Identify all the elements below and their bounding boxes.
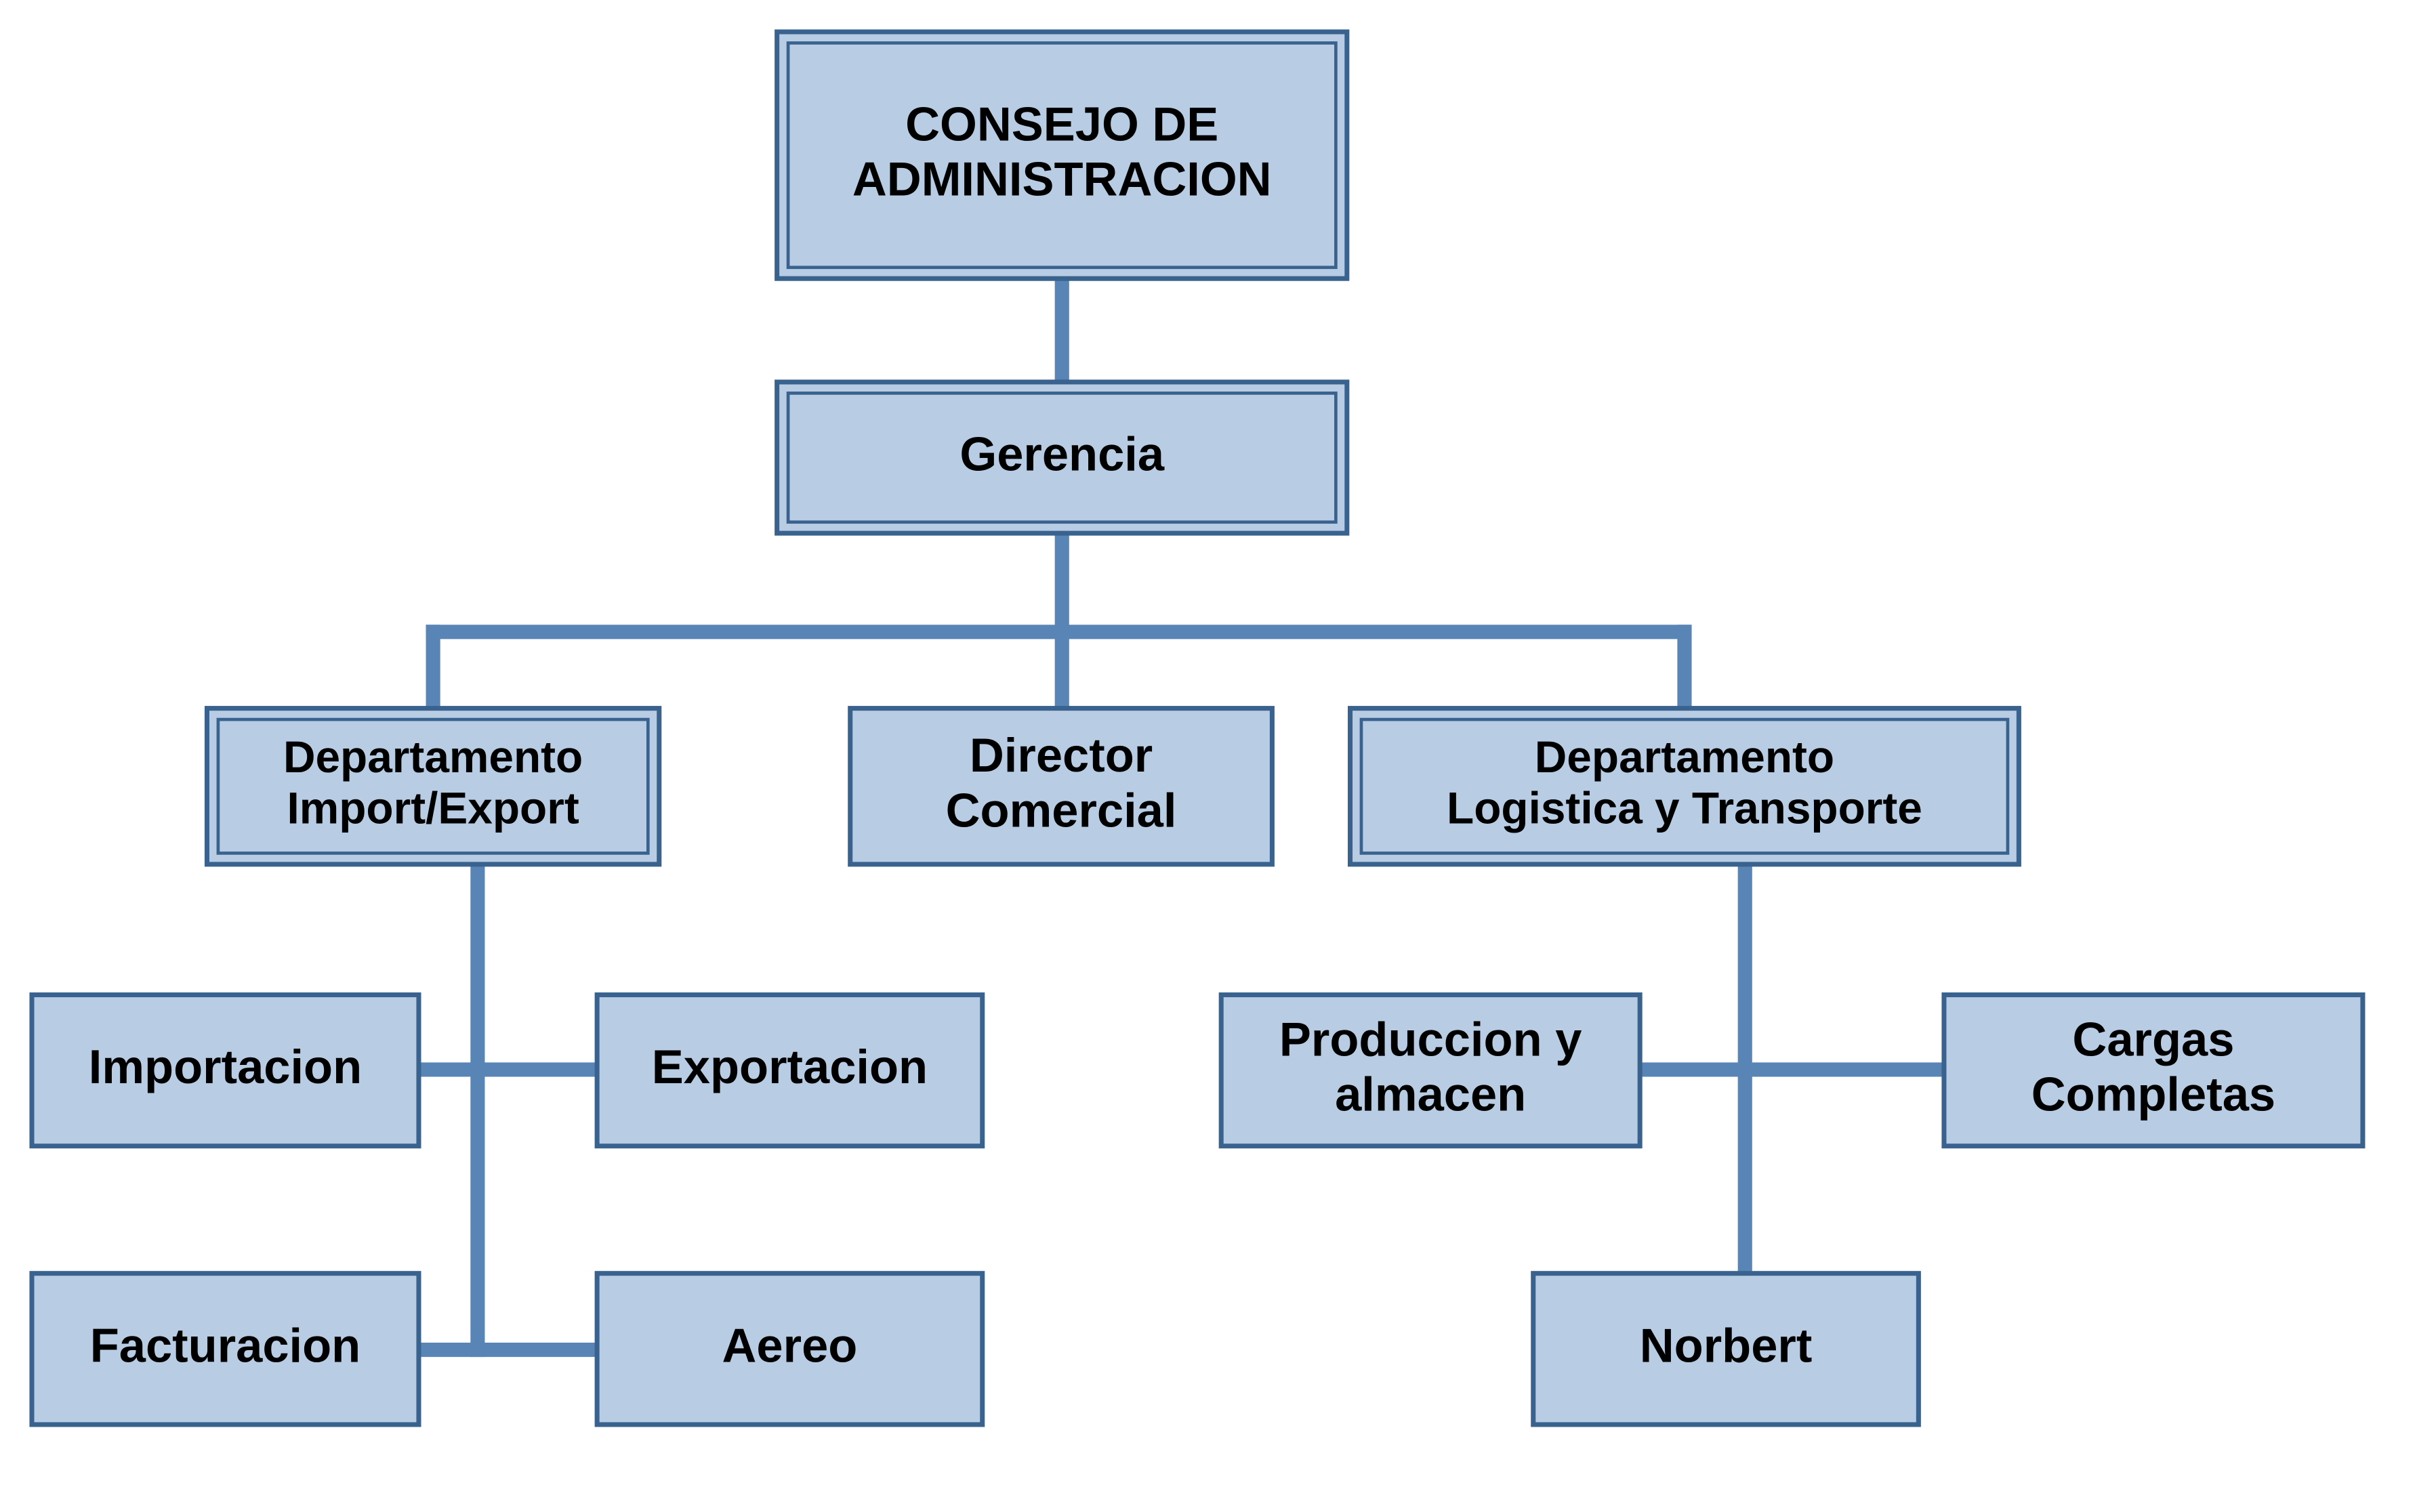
node-cargas: CargasCompletas <box>1944 995 2363 1146</box>
node-director_comercial: DirectorComercial <box>850 709 1273 864</box>
org-chart: CONSEJO DEADMINISTRACION Gerencia Departam… <box>0 0 2436 1512</box>
node-label: Facturacion <box>90 1318 361 1372</box>
node-aereo: Aereo <box>597 1274 983 1425</box>
node-facturacion: Facturacion <box>32 1274 419 1425</box>
node-label: Importacion <box>89 1040 362 1093</box>
nodes: CONSEJO DEADMINISTRACION Gerencia Departam… <box>32 32 2363 1425</box>
node-dept_impexp: DepartamentoImport/Export <box>207 709 659 864</box>
node-label: DepartamentoImport/Export <box>283 732 583 833</box>
node-produccion: Produccion yalmacen <box>1221 995 1640 1146</box>
node-label: Aereo <box>722 1318 858 1372</box>
node-norbert: Norbert <box>1533 1274 1919 1425</box>
org-chart-svg: CONSEJO DEADMINISTRACION Gerencia Departam… <box>0 0 2436 1512</box>
node-label: Exportacion <box>652 1040 928 1093</box>
node-consejo: CONSEJO DEADMINISTRACION <box>777 32 1347 278</box>
node-gerencia: Gerencia <box>777 382 1347 533</box>
node-importacion: Importacion <box>32 995 419 1146</box>
node-label: Gerencia <box>959 427 1164 480</box>
node-exportacion: Exportacion <box>597 995 983 1146</box>
node-label: Norbert <box>1640 1318 1813 1372</box>
node-dept_logistica: DepartamentoLogistica y Transporte <box>1350 709 2019 864</box>
